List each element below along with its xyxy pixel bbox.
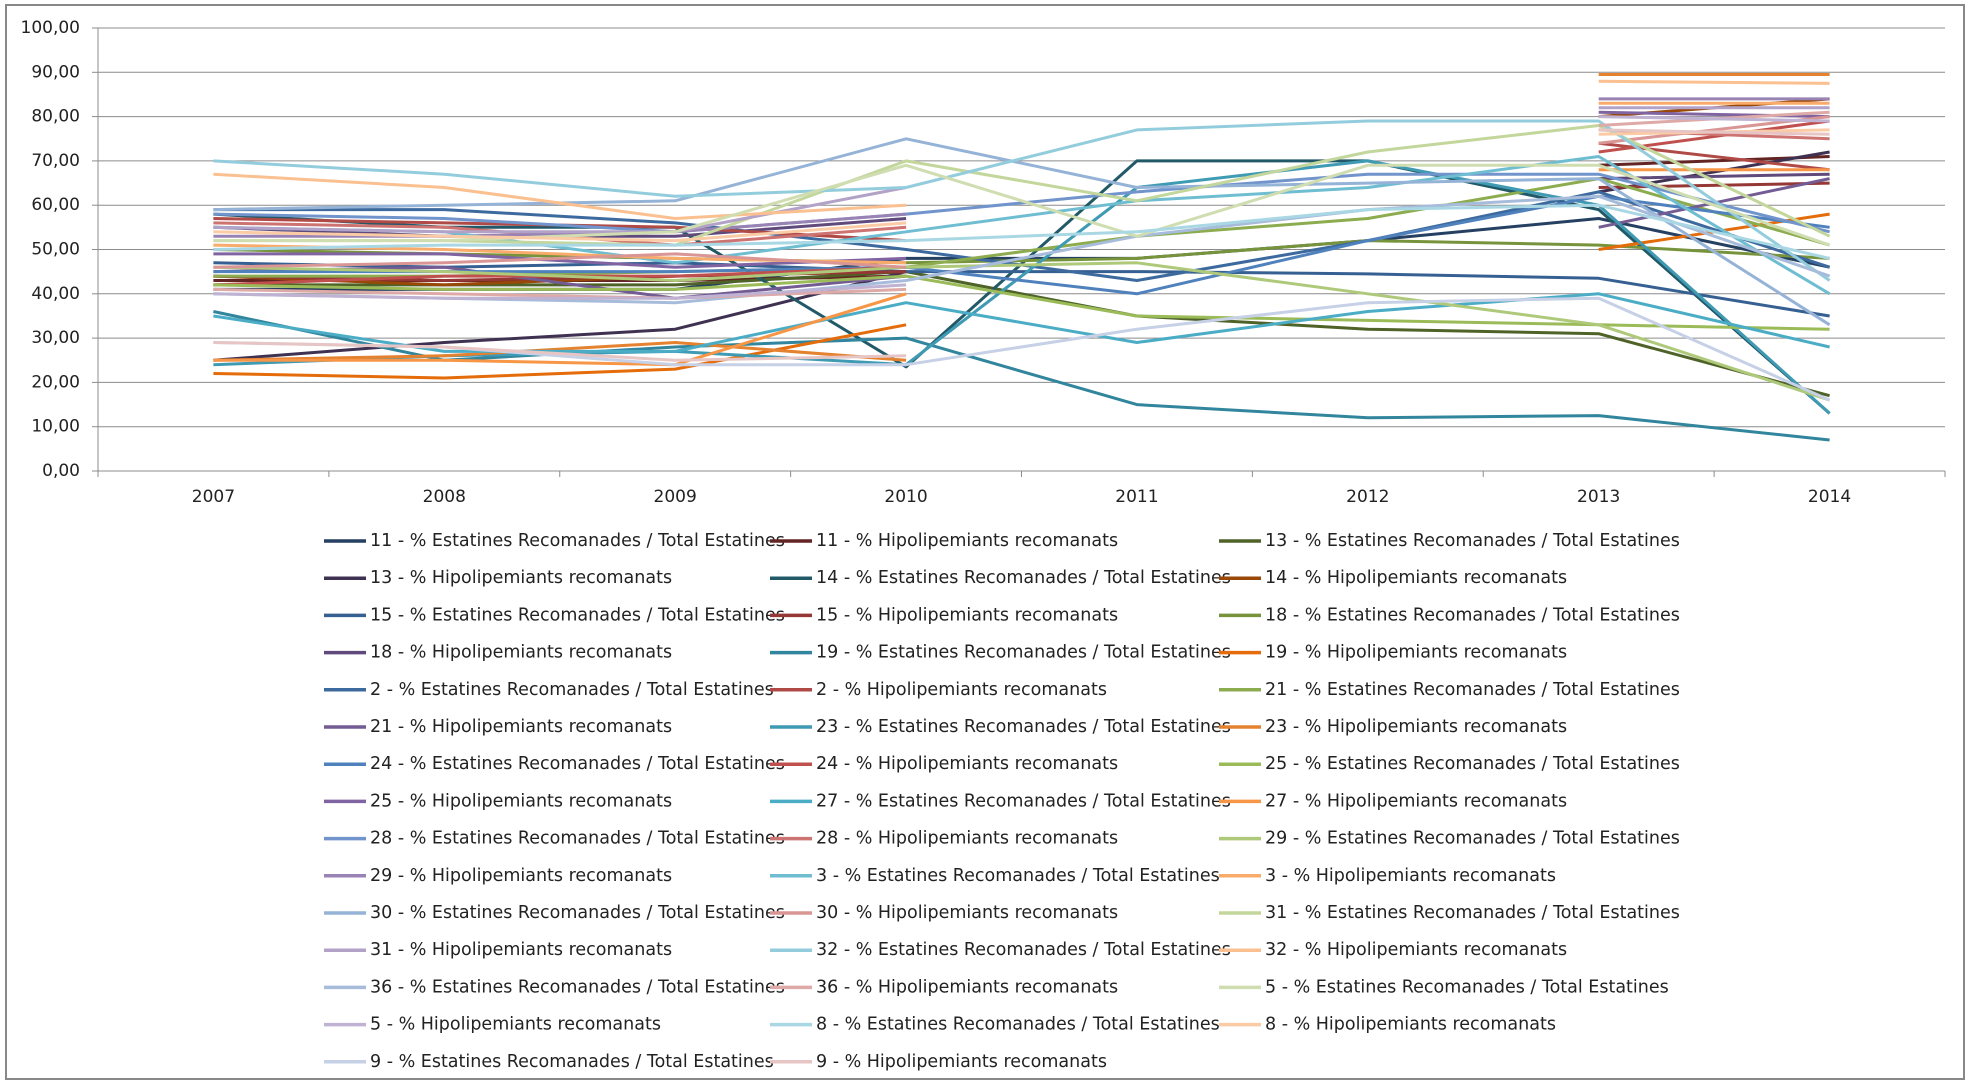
y-tick-label: 60,00: [31, 195, 80, 215]
legend-label: 15 - % Estatines Recomanades / Total Est…: [370, 605, 785, 625]
legend-label: 32 - % Hipolipemiants recomanats: [1265, 940, 1567, 960]
legend-label: 9 - % Hipolipemiants recomanats: [816, 1052, 1107, 1072]
legend-label: 24 - % Hipolipemiants recomanats: [816, 754, 1118, 774]
series-line: [213, 97, 1830, 238]
x-tick-label: 2011: [1115, 487, 1158, 507]
legend-label: 31 - % Estatines Recomanades / Total Est…: [1265, 903, 1680, 923]
legend-label: 8 - % Estatines Recomanades / Total Esta…: [816, 1015, 1220, 1035]
legend-label: 9 - % Estatines Recomanades / Total Esta…: [370, 1052, 774, 1072]
y-tick-label: 30,00: [31, 328, 80, 348]
x-tick-label: 2012: [1346, 487, 1389, 507]
legend-label: 23 - % Hipolipemiants recomanats: [1265, 717, 1567, 737]
series-line: [213, 163, 1831, 247]
x-tick-label: 2007: [192, 487, 235, 507]
legend-label: 13 - % Hipolipemiants recomanats: [370, 568, 672, 588]
y-tick-label: 70,00: [31, 151, 80, 171]
x-tick-label: 2008: [423, 487, 466, 507]
y-tick-label: 90,00: [31, 62, 80, 82]
x-tick-label: 2010: [884, 487, 927, 507]
series-line: [213, 115, 1830, 300]
legend-label: 11 - % Hipolipemiants recomanats: [816, 531, 1118, 551]
legend-label: 11 - % Estatines Recomanades / Total Est…: [370, 531, 785, 551]
legend-label: 13 - % Estatines Recomanades / Total Est…: [1265, 531, 1680, 551]
series-line: [213, 73, 1830, 362]
legend-label: 8 - % Hipolipemiants recomanats: [1265, 1015, 1556, 1035]
series-line: [213, 128, 1830, 362]
y-tick-label: 100,00: [21, 18, 80, 38]
legend-label: 29 - % Hipolipemiants recomanats: [370, 866, 672, 886]
legend-label: 25 - % Estatines Recomanades / Total Est…: [1265, 754, 1680, 774]
legend-label: 5 - % Estatines Recomanades / Total Esta…: [1265, 977, 1669, 997]
series-line: [213, 119, 1831, 282]
legend-label: 28 - % Hipolipemiants recomanats: [816, 829, 1118, 849]
series-line: [213, 106, 1830, 234]
legend-label: 21 - % Hipolipemiants recomanats: [370, 717, 672, 737]
legend-label: 24 - % Estatines Recomanades / Total Est…: [370, 754, 785, 774]
legend-label: 18 - % Hipolipemiants recomanats: [370, 643, 672, 663]
series-line: [213, 203, 1830, 260]
y-tick-label: 80,00: [31, 107, 80, 127]
legend-label: 25 - % Hipolipemiants recomanats: [370, 791, 672, 811]
series-line: [213, 172, 1830, 234]
series-line: [213, 124, 1831, 247]
y-tick-label: 10,00: [31, 417, 80, 437]
legend-label: 2 - % Hipolipemiants recomanats: [816, 680, 1107, 700]
legend-label: 21 - % Estatines Recomanades / Total Est…: [1265, 680, 1680, 700]
legend-label: 5 - % Hipolipemiants recomanats: [370, 1015, 661, 1035]
legend-label: 2 - % Estatines Recomanades / Total Esta…: [370, 680, 774, 700]
y-tick-label: 40,00: [31, 284, 80, 304]
y-tick-label: 20,00: [31, 372, 80, 392]
x-tick-label: 2013: [1577, 487, 1620, 507]
legend-label: 14 - % Hipolipemiants recomanats: [1265, 568, 1567, 588]
legend-label: 18 - % Estatines Recomanades / Total Est…: [1265, 605, 1680, 625]
legend-label: 27 - % Estatines Recomanades / Total Est…: [816, 791, 1231, 811]
legend-label: 31 - % Hipolipemiants recomanats: [370, 940, 672, 960]
series-line: [213, 168, 1830, 367]
series-line: [213, 310, 1830, 442]
legend-label: 15 - % Hipolipemiants recomanats: [816, 605, 1118, 625]
legend-label: 19 - % Estatines Recomanades / Total Est…: [816, 643, 1231, 663]
legend-label: 27 - % Hipolipemiants recomanats: [1265, 791, 1567, 811]
series-line: [213, 261, 1831, 402]
legend-label: 23 - % Estatines Recomanades / Total Est…: [816, 717, 1231, 737]
legend-label: 3 - % Estatines Recomanades / Total Esta…: [816, 866, 1220, 886]
x-tick-label: 2014: [1808, 487, 1851, 507]
legend-label: 29 - % Estatines Recomanades / Total Est…: [1265, 829, 1680, 849]
series-line: [213, 79, 1830, 220]
legend-label: 30 - % Hipolipemiants recomanats: [816, 903, 1118, 923]
x-tick-label: 2009: [654, 487, 697, 507]
legend-label: 36 - % Estatines Recomanades / Total Est…: [370, 977, 785, 997]
legend-label: 30 - % Estatines Recomanades / Total Est…: [370, 903, 785, 923]
series-line: [213, 274, 1830, 331]
legend-label: 32 - % Estatines Recomanades / Total Est…: [816, 940, 1231, 960]
series-line: [213, 261, 1830, 318]
y-tick-label: 50,00: [31, 240, 80, 260]
series-line: [213, 137, 1831, 327]
legend-label: 14 - % Estatines Recomanades / Total Est…: [816, 568, 1231, 588]
legend-label: 3 - % Hipolipemiants recomanats: [1265, 866, 1556, 886]
legend-label: 36 - % Hipolipemiants recomanats: [816, 977, 1118, 997]
legend-label: 28 - % Estatines Recomanades / Total Est…: [370, 829, 785, 849]
legend-label: 19 - % Hipolipemiants recomanats: [1265, 643, 1567, 663]
y-tick-label: 0,00: [42, 461, 80, 481]
